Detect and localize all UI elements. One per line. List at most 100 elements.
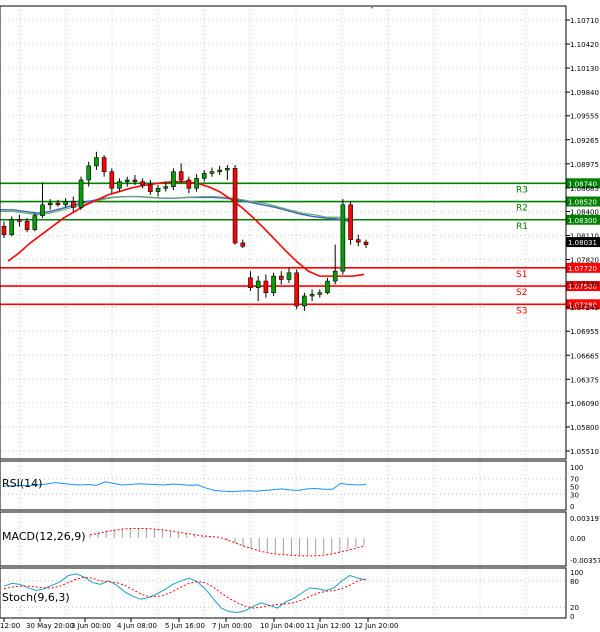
rsi-tick-label: 100 — [570, 464, 583, 472]
candle-up — [302, 295, 307, 307]
y-tick-label: 1.05510 — [570, 448, 599, 456]
stoch-tick-label: 100 — [570, 569, 583, 577]
y-tick-label: 1.10130 — [570, 65, 599, 73]
candle-up — [163, 186, 169, 189]
level-price-box — [566, 262, 600, 273]
y-tick-label: 1.09840 — [570, 89, 599, 97]
candle-up — [255, 280, 261, 289]
panel-frame — [0, 460, 567, 511]
level-price-label: 1.08300 — [568, 217, 597, 225]
level-label-s1: S1 — [516, 270, 527, 280]
stoch-title: Stoch(9,6,3) — [2, 591, 70, 604]
candle-down — [101, 157, 107, 172]
level-price-label: 1.08740 — [568, 180, 597, 188]
candle-up — [155, 187, 161, 192]
current-price-box — [566, 237, 600, 248]
x-tick-label: 5 Jun 16:00 — [165, 622, 205, 630]
time-axis: 12:00 30 May 20:003 Jun 00:00 4 Jun 08:00 5… — [0, 618, 398, 630]
level-label-r3: R3 — [516, 185, 528, 195]
level-price-label: 1.07280 — [568, 301, 597, 309]
level-label-s2: S2 — [516, 288, 527, 298]
level-label-r1: R1 — [516, 222, 528, 232]
ma-green-line — [0, 195, 353, 220]
y-tick-label: 1.08685 — [570, 185, 599, 193]
x-tick-label: 30 May 20:00 — [26, 622, 74, 630]
x-tick-label: 3 Jun 00:00 — [71, 622, 111, 630]
candle-down — [355, 239, 361, 243]
current-price-label: 1.08031 — [568, 239, 597, 247]
candle-up — [209, 171, 215, 174]
panel-frames — [0, 5, 567, 619]
x-tick-label: 12:00 — [0, 622, 20, 630]
price-axis: 1.10710 1.10420 1.10130 1.09840 1.09555 1.092… — [566, 17, 599, 456]
rsi-tick-label: 30 — [570, 491, 579, 499]
candle-up — [325, 280, 330, 293]
y-tick-label: 1.10420 — [570, 41, 599, 49]
candle-down — [140, 181, 145, 186]
candle-up — [225, 168, 230, 171]
candle-down — [263, 280, 269, 293]
candle-up — [86, 165, 92, 181]
level-price-box — [566, 299, 600, 310]
y-tick-label: 1.09555 — [570, 113, 599, 121]
candle-down — [148, 184, 153, 192]
candle-up — [94, 157, 99, 167]
level-label-s3: S3 — [516, 306, 527, 316]
y-tick-label: 1.08400 — [570, 208, 599, 216]
candle-up — [271, 275, 276, 293]
stoch-tick-label: 20 — [570, 604, 579, 612]
rsi-tick-label: 70 — [570, 476, 579, 484]
candle-down — [1, 226, 7, 235]
stoch-tick-label: 80 — [570, 578, 579, 586]
candle-down — [240, 242, 246, 247]
stoch-main-line — [3, 573, 367, 613]
scroll-marker — [370, 6, 374, 9]
candle-down — [178, 171, 184, 181]
candle-down — [71, 201, 76, 208]
y-tick-label: 1.05800 — [570, 424, 599, 432]
candle-down — [109, 171, 115, 189]
macd-tick-label: 0.003197 — [570, 515, 600, 523]
x-tick-label: 10 Jun 04:00 — [260, 622, 304, 630]
x-tick-label: 12 Jun 20:00 — [354, 622, 398, 630]
candle-up — [171, 171, 176, 187]
y-tick-label: 1.07820 — [570, 257, 599, 265]
level-price-label: 1.08520 — [568, 199, 597, 207]
candle-up — [117, 181, 122, 189]
candle-down — [55, 202, 61, 206]
candle-down — [294, 272, 299, 307]
ma-red-line — [7, 180, 365, 277]
candle-down — [232, 168, 238, 244]
x-tick-label: 4 Jun 08:00 — [117, 622, 157, 630]
rsi-title: RSI(14) — [2, 477, 42, 490]
x-tick-label: 11 Jun 12:00 — [306, 622, 350, 630]
candle-up — [332, 270, 338, 282]
candle-down — [278, 275, 284, 280]
candle-down — [363, 241, 369, 245]
candles — [1, 151, 369, 311]
level-price-label: 1.07500 — [568, 283, 597, 291]
stoch-tick-label: 0 — [570, 613, 574, 621]
y-tick-label: 1.10710 — [570, 17, 599, 25]
level-price-box — [566, 281, 600, 292]
candle-down — [248, 277, 253, 289]
macd-panel: 0.003197 0.00 -0.003573 MACD(12,26,9) — [2, 515, 600, 565]
candle-down — [24, 221, 30, 230]
panel-frame — [0, 511, 567, 567]
y-tick-label: 1.06955 — [570, 328, 599, 336]
candle-up — [201, 173, 207, 179]
level-price-label: 1.07720 — [568, 265, 597, 273]
candle-down — [17, 219, 22, 222]
y-tick-label: 1.06090 — [570, 400, 599, 408]
x-tick-label: 7 Jun 00:00 — [212, 622, 252, 630]
y-tick-label: 1.09265 — [570, 137, 599, 145]
y-tick-label: 1.06375 — [570, 376, 599, 384]
candle-up — [63, 201, 68, 206]
macd-tick-label: 0.00 — [570, 535, 586, 543]
candle-down — [186, 179, 192, 189]
candle-up — [194, 178, 199, 189]
macd-title: MACD(12,26,9) — [2, 530, 86, 543]
